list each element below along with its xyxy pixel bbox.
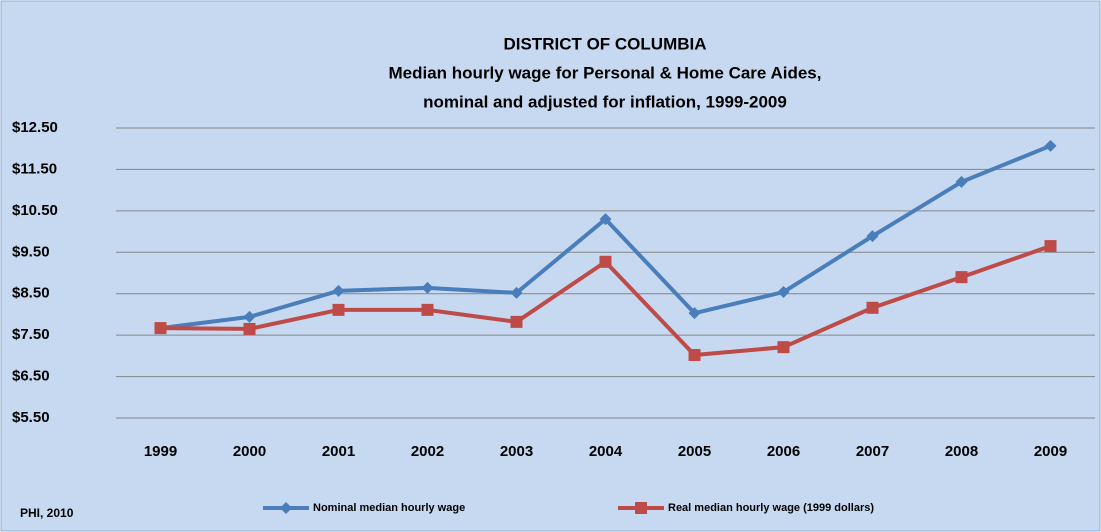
x-tick-label: 2004: [589, 443, 623, 460]
x-tick-label: 2009: [1034, 443, 1067, 460]
y-tick-label: $10.50: [12, 202, 58, 219]
x-tick-label: 1999: [144, 443, 177, 460]
marker: [777, 286, 790, 299]
marker: [866, 230, 879, 243]
marker: [280, 502, 292, 514]
marker: [777, 341, 790, 354]
marker: [243, 310, 256, 323]
marker: [243, 322, 256, 335]
x-tick-label: 2000: [233, 443, 266, 460]
marker: [332, 303, 345, 316]
marker: [955, 271, 968, 284]
y-tick-label: $8.50: [12, 285, 50, 302]
marker: [332, 284, 345, 297]
marker: [866, 301, 879, 314]
marker: [688, 307, 701, 320]
marker: [154, 322, 167, 335]
x-tick-label: 2007: [856, 443, 889, 460]
x-tick-label: 2008: [945, 443, 978, 460]
marker: [421, 281, 434, 294]
y-tick-label: $6.50: [12, 368, 50, 385]
y-tick-label: $7.50: [12, 326, 50, 343]
marker: [599, 255, 612, 268]
x-tick-label: 2005: [678, 443, 711, 460]
marker: [599, 213, 612, 226]
legend-text: Real median hourly wage (1999 dollars): [668, 502, 874, 514]
marker: [955, 175, 968, 188]
x-tick-label: 2006: [767, 443, 800, 460]
legend-text: Nominal median hourly wage: [313, 502, 465, 514]
y-tick-label: $11.50: [12, 160, 57, 177]
y-tick-label: $12.50: [12, 119, 58, 136]
marker: [421, 303, 434, 316]
chart-title: Median hourly wage for Personal & Home C…: [389, 63, 822, 82]
marker: [635, 502, 647, 514]
chart-title: DISTRICT OF COLUMBIA: [503, 34, 706, 53]
source-note: PHI, 2010: [20, 506, 74, 520]
x-tick-label: 2001: [322, 443, 355, 460]
marker: [688, 349, 701, 362]
x-tick-label: 2003: [500, 443, 533, 460]
marker: [1044, 139, 1057, 152]
marker: [510, 286, 523, 299]
y-tick-label: $9.50: [12, 243, 50, 260]
marker: [1044, 240, 1057, 253]
y-tick-label: $5.50: [12, 409, 50, 426]
marker: [510, 315, 523, 328]
x-tick-label: 2002: [411, 443, 444, 460]
chart-title: nominal and adjusted for inflation, 1999…: [423, 92, 787, 111]
